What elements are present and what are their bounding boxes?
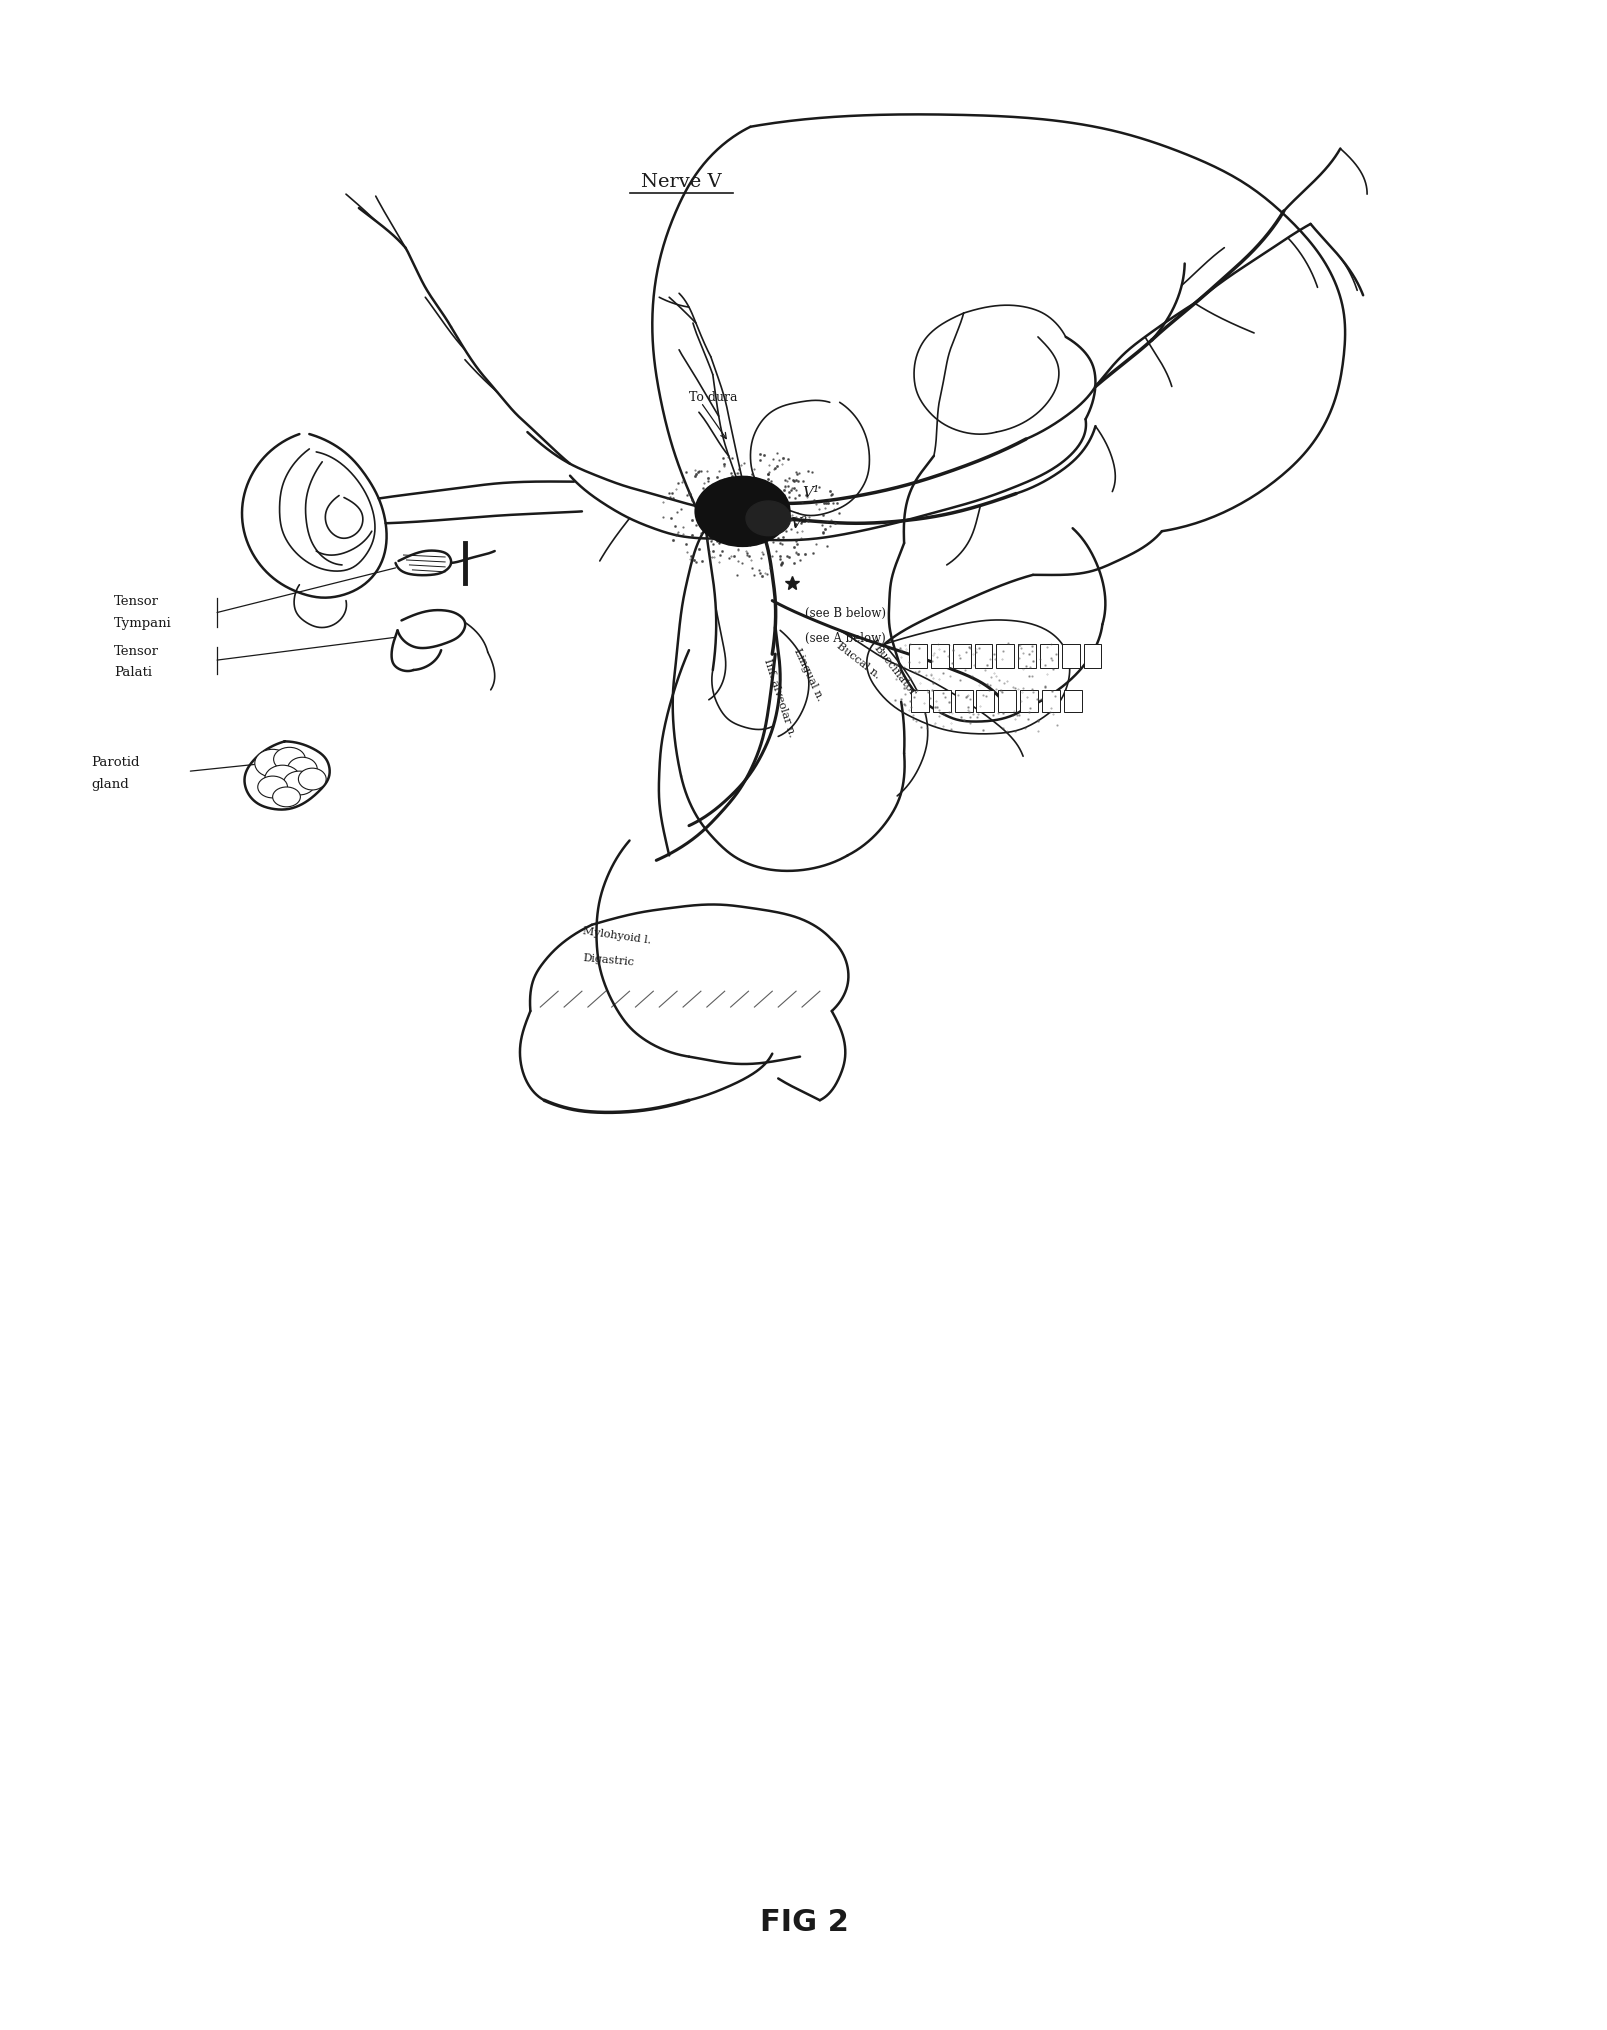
Text: Inf. alveolar n.: Inf. alveolar n. [762, 658, 797, 737]
Bar [932, 690, 950, 713]
Bar [955, 690, 972, 713]
Bar [996, 646, 1014, 668]
Ellipse shape [288, 757, 317, 782]
Text: Palati: Palati [114, 666, 153, 680]
Ellipse shape [257, 777, 288, 798]
Bar [1064, 690, 1082, 713]
Ellipse shape [694, 477, 789, 546]
Text: Buccinator: Buccinator [871, 644, 918, 698]
Bar [975, 690, 993, 713]
Bar [1017, 646, 1035, 668]
Text: Lingual n.: Lingual n. [792, 648, 824, 702]
Bar [908, 646, 926, 668]
Bar [951, 646, 971, 668]
Text: Buccal n.: Buccal n. [834, 641, 882, 680]
Bar [998, 690, 1016, 713]
Bar [911, 690, 929, 713]
Text: Nerve V: Nerve V [640, 173, 722, 191]
Text: gland: gland [92, 777, 129, 790]
Text: Tensor: Tensor [114, 644, 159, 658]
Ellipse shape [254, 749, 291, 777]
Ellipse shape [299, 769, 326, 790]
Text: Digastric: Digastric [582, 952, 633, 966]
Text: Mylohyoid l.: Mylohyoid l. [582, 926, 651, 946]
Text: To dura: To dura [688, 390, 738, 404]
Text: Tensor: Tensor [114, 595, 159, 607]
Bar [1061, 646, 1078, 668]
Ellipse shape [283, 771, 315, 796]
Bar [1040, 646, 1057, 668]
Text: (see B below): (see B below) [805, 607, 885, 619]
Ellipse shape [273, 788, 301, 808]
Ellipse shape [273, 747, 305, 771]
Text: Parotid: Parotid [92, 755, 140, 767]
Ellipse shape [265, 765, 301, 794]
Bar [930, 646, 948, 668]
Text: (see A below): (see A below) [805, 631, 885, 644]
Bar [1083, 646, 1101, 668]
Bar [974, 646, 992, 668]
Text: V²: V² [789, 518, 807, 532]
Text: Tympani: Tympani [114, 617, 172, 629]
Bar [1041, 690, 1059, 713]
Bar [1019, 690, 1037, 713]
Text: V¹: V¹ [802, 485, 818, 499]
Ellipse shape [746, 501, 791, 536]
Text: FIG 2: FIG 2 [759, 1906, 848, 1937]
